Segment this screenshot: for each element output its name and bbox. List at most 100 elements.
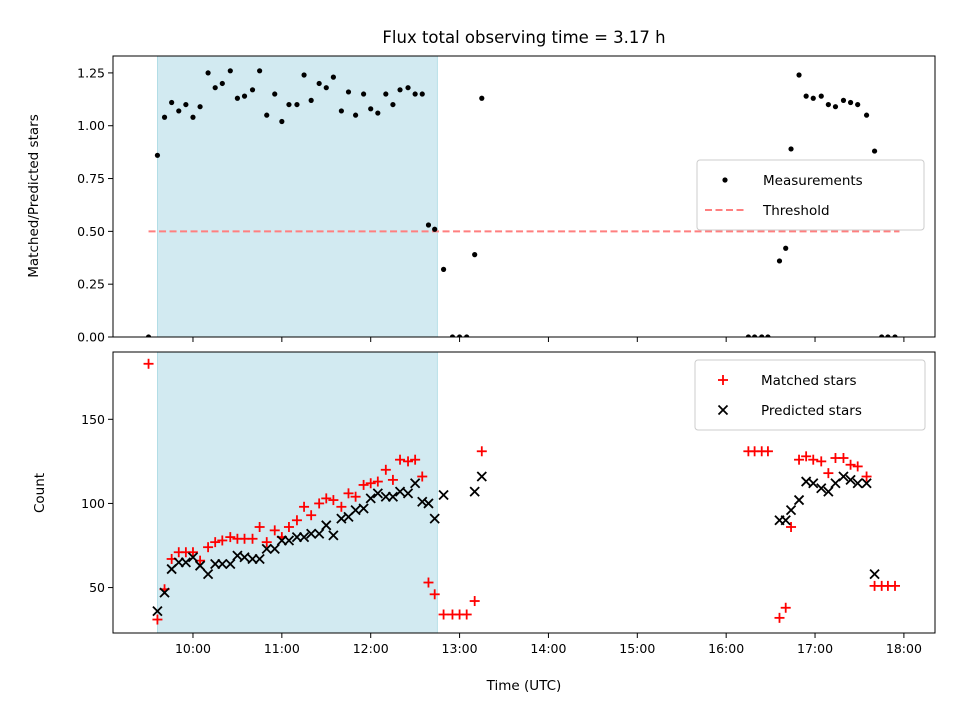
data-point bbox=[372, 476, 383, 487]
data-point bbox=[765, 334, 771, 337]
data-point bbox=[358, 479, 369, 490]
data-point bbox=[254, 521, 265, 532]
series-ratio-0 bbox=[145, 68, 898, 337]
observing-span-count bbox=[157, 351, 438, 634]
x-tick-label: 12:00 bbox=[353, 641, 389, 656]
data-point bbox=[353, 112, 359, 118]
x-tick-label: 15:00 bbox=[619, 641, 655, 656]
data-point bbox=[438, 609, 449, 620]
data-point bbox=[159, 587, 170, 598]
data-point bbox=[861, 478, 872, 489]
data-point bbox=[438, 489, 449, 501]
legend-label: Matched stars bbox=[761, 373, 857, 389]
data-point bbox=[321, 520, 332, 531]
data-point bbox=[863, 112, 870, 118]
data-point bbox=[294, 101, 300, 108]
axes-frame-ratio bbox=[112, 55, 936, 338]
data-point bbox=[197, 104, 203, 110]
x-tick-label: 11:00 bbox=[264, 641, 300, 656]
data-point bbox=[269, 543, 280, 555]
data-point bbox=[269, 525, 280, 536]
data-point bbox=[328, 530, 339, 541]
data-point bbox=[217, 558, 228, 570]
data-point bbox=[840, 97, 847, 103]
data-point bbox=[298, 531, 310, 543]
data-point bbox=[180, 557, 192, 568]
data-point bbox=[794, 454, 805, 465]
data-point bbox=[423, 577, 434, 588]
data-point bbox=[383, 91, 389, 97]
data-point bbox=[314, 498, 325, 509]
data-point bbox=[247, 533, 258, 544]
y-tick-label: 100 bbox=[81, 496, 105, 511]
y-tick-label: 150 bbox=[81, 412, 105, 427]
data-point bbox=[847, 99, 854, 106]
data-point bbox=[299, 501, 310, 512]
data-point bbox=[461, 609, 472, 620]
data-point bbox=[861, 471, 872, 482]
series-count-1 bbox=[152, 471, 880, 617]
data-point bbox=[380, 464, 391, 475]
data-point bbox=[871, 148, 878, 154]
data-point bbox=[190, 114, 196, 120]
y-tick-label: 0.75 bbox=[77, 171, 105, 186]
data-point bbox=[272, 91, 278, 97]
data-point bbox=[286, 101, 292, 108]
data-point bbox=[838, 453, 849, 464]
data-point bbox=[425, 222, 432, 228]
data-point bbox=[261, 537, 272, 548]
data-point bbox=[780, 515, 791, 526]
data-point bbox=[257, 68, 263, 74]
data-point bbox=[832, 104, 839, 110]
data-point bbox=[234, 95, 241, 101]
data-point bbox=[855, 101, 861, 108]
plot-area-ratio bbox=[145, 68, 900, 337]
data-point bbox=[402, 488, 414, 499]
count-panel: 10:00 11:00 12:00 13:00 14:00 15:00 16:00 17:00… bbox=[81, 351, 936, 656]
data-point bbox=[283, 521, 294, 532]
legend-label: Threshold bbox=[762, 203, 830, 219]
x-tick-label: 17:00 bbox=[797, 641, 833, 656]
data-point bbox=[479, 95, 485, 101]
data-point bbox=[412, 91, 418, 97]
data-point bbox=[350, 505, 361, 516]
data-point bbox=[358, 503, 369, 514]
legend-box bbox=[694, 359, 926, 431]
data-point bbox=[464, 334, 470, 337]
data-point bbox=[261, 543, 272, 555]
data-point bbox=[225, 532, 236, 543]
data-point bbox=[314, 528, 325, 539]
data-point bbox=[360, 91, 367, 97]
data-point bbox=[169, 99, 175, 106]
data-point bbox=[423, 498, 434, 509]
data-point bbox=[365, 493, 376, 504]
data-point bbox=[429, 513, 440, 524]
data-point bbox=[372, 488, 383, 499]
data-point bbox=[892, 334, 898, 337]
data-point bbox=[472, 252, 478, 258]
data-point bbox=[762, 446, 773, 457]
data-point bbox=[387, 491, 399, 502]
data-point bbox=[885, 334, 891, 337]
data-point bbox=[823, 468, 834, 479]
chart-title: Flux total observing time = 3.17 h bbox=[382, 28, 665, 47]
data-point bbox=[803, 93, 809, 99]
data-point bbox=[152, 614, 163, 625]
x-tick-label: 18:00 bbox=[886, 641, 922, 656]
data-point bbox=[759, 334, 765, 337]
data-point bbox=[345, 89, 352, 95]
data-point bbox=[395, 454, 406, 465]
data-point bbox=[429, 589, 440, 600]
data-point bbox=[212, 85, 218, 91]
data-point bbox=[785, 505, 797, 516]
data-point bbox=[801, 451, 812, 462]
data-point bbox=[403, 456, 414, 467]
data-point bbox=[808, 478, 819, 489]
data-point bbox=[845, 474, 856, 486]
data-point bbox=[154, 152, 161, 158]
data-point bbox=[219, 80, 225, 87]
data-point bbox=[432, 226, 438, 232]
data-point bbox=[852, 478, 863, 489]
data-point bbox=[890, 580, 901, 591]
data-point bbox=[410, 478, 421, 489]
